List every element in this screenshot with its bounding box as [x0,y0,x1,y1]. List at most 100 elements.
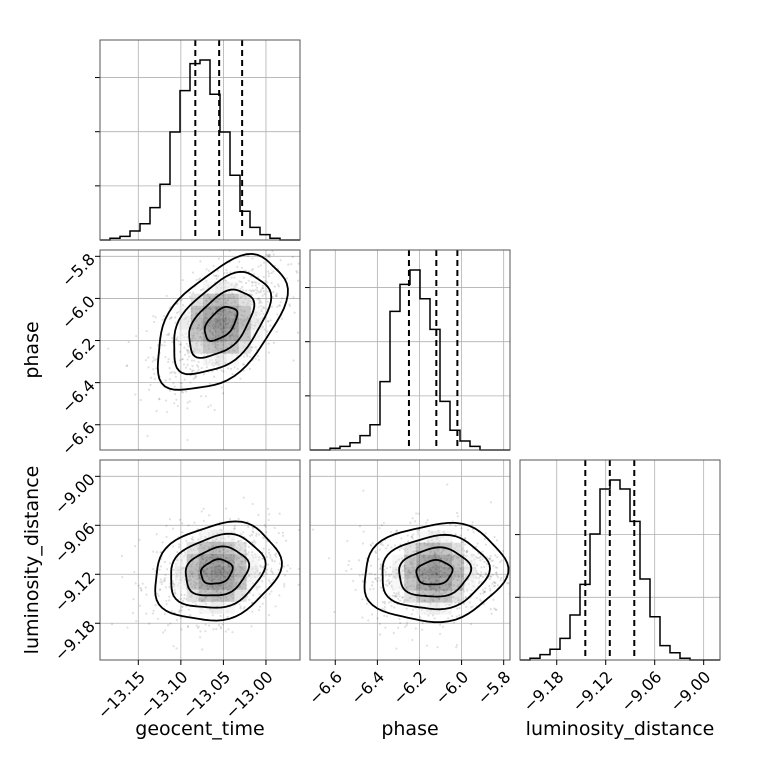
density-cell [226,293,239,306]
scatter-point [191,370,194,373]
scatter-point [398,617,401,621]
scatter-point [180,616,183,620]
scatter-point [286,237,288,239]
contour-line [173,270,273,376]
scatter-point [399,599,402,602]
scatter-point [383,614,386,617]
diag-panel-phase [305,249,511,451]
density-cell [452,590,465,603]
scatter-point [488,577,492,581]
histogram-luminosity_distance [520,479,720,661]
scatter-point [268,513,271,516]
scatter-point [189,381,192,384]
scatter-point [181,599,185,602]
scatter-point [192,538,195,542]
scatter-point [401,596,404,599]
scatter-point [393,591,396,595]
density-cell [214,353,227,366]
scatter-point [242,363,246,366]
scatter-point [233,366,236,369]
density-cell [416,542,429,555]
scatter-point [395,595,398,598]
scatter-point [263,524,266,527]
scatter-point [272,270,275,273]
scatter-point [204,630,207,633]
scatter-point [215,627,218,631]
scatter-point [240,280,243,284]
scatter-point [387,578,390,582]
scatter-point [187,345,190,348]
scatter-point [191,364,194,368]
scatter-point [255,281,258,284]
scatter-point [217,623,221,627]
scatter-point [215,274,218,277]
scatter-point [168,378,171,381]
scatter-point [377,576,380,579]
scatter-point [488,557,491,560]
scatter-point [481,558,484,561]
scatter-point [165,602,168,606]
scatter-point [149,346,152,349]
scatter-point [168,562,172,565]
scatter-point [249,355,252,358]
scatter-point [267,563,270,566]
scatter-point [239,539,243,542]
scatter-point [470,524,474,527]
scatter-point [179,381,182,385]
scatter-point [460,527,463,530]
scatter-point [147,356,150,359]
scatter-point [388,580,391,584]
scatter-point [187,524,190,527]
scatter-point [490,612,493,615]
scatter-point [419,616,422,619]
scatter-point [259,565,263,568]
scatter-point [245,353,248,356]
scatter-point [261,286,265,290]
scatter-point [148,388,151,391]
scatter-point [266,320,270,323]
scatter-point [389,565,392,569]
scatter-point [215,277,218,280]
scatter-point [244,289,248,292]
scatter-point [455,646,458,649]
scatter-point [157,594,160,597]
scatter-point [262,596,266,599]
scatter-point [254,541,257,544]
scatter-point [405,607,408,610]
scatter-point [250,280,253,284]
scatter-point [253,273,256,276]
scatter-point [179,299,182,302]
scatter-point [159,565,163,568]
scatter-point [133,570,136,574]
y-tick-label: −6.6 [58,418,99,459]
scatter-point [361,542,364,545]
scatter-point [286,564,290,567]
scatter-point [196,364,199,367]
scatter-point [242,496,245,499]
scatter-point [181,357,184,361]
scatter-point [219,614,222,618]
scatter-point [502,549,505,553]
scatter-point [492,585,495,588]
scatter-point [180,390,183,393]
scatter-point [166,333,169,336]
scatter-point [254,357,257,360]
scatter-point [135,335,138,338]
scatter-point [389,600,392,603]
scatter-point [188,351,191,354]
scatter-point [220,627,223,630]
contour-line [188,288,256,359]
scatter-point [165,294,168,297]
contour-line [184,545,251,597]
panel-frame [99,39,301,241]
scatter-point [436,646,439,649]
scatter-point [194,376,197,379]
scatter-point [495,571,498,574]
scatter-point [267,551,271,555]
scatter-point [267,342,270,345]
scatter-point [272,253,275,256]
scatter-point [199,630,202,633]
scatter-point [379,573,383,577]
scatter-point [181,605,184,608]
scatter-point [275,292,279,295]
